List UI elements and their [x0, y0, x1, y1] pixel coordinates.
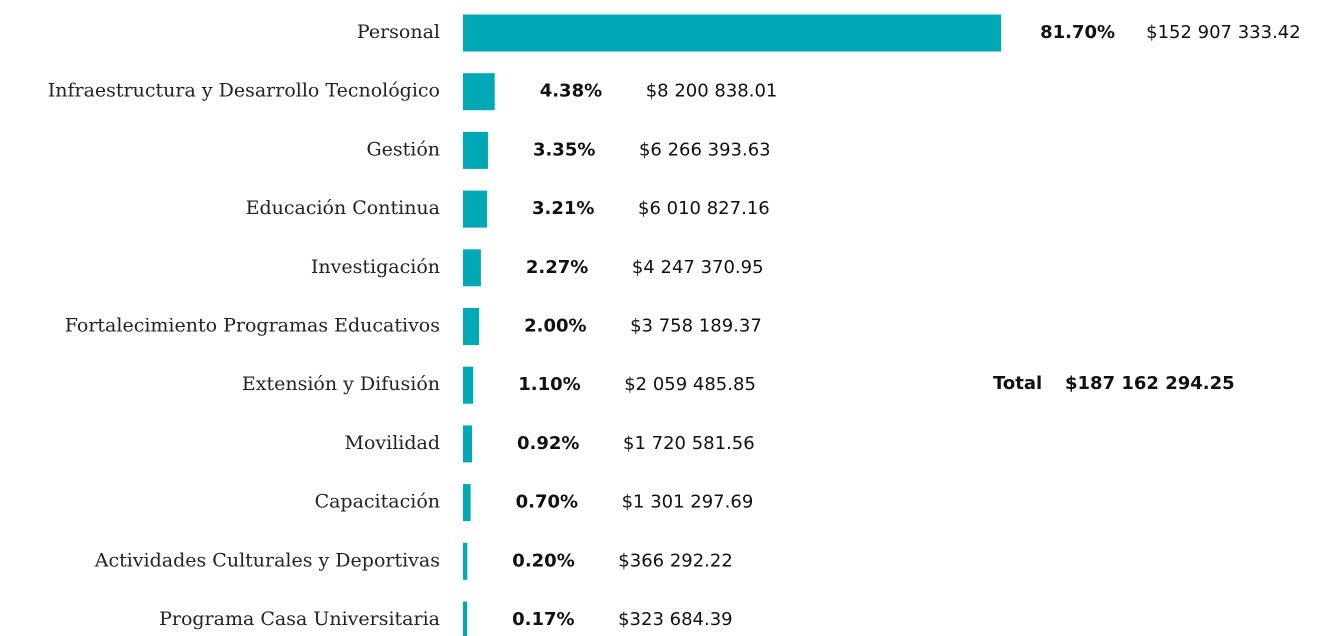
total-label: Total: [993, 373, 1042, 394]
bar: [463, 249, 481, 287]
value-label: 0.20%: [512, 550, 574, 571]
amount-label: $1 301 297.69: [622, 492, 754, 513]
value-label: 2.00%: [524, 316, 586, 337]
bar: [463, 131, 488, 169]
amount-label: $4 247 370.95: [632, 257, 764, 278]
category-label: Capacitación: [315, 491, 440, 513]
category-label: Extensión y Difusión: [242, 373, 440, 395]
value-label: 1.10%: [518, 374, 580, 395]
category-label: Investigación: [311, 256, 440, 278]
value-label: 3.35%: [533, 139, 595, 160]
value-label: 0.17%: [512, 609, 574, 630]
amount-label: $8 200 838.01: [646, 81, 778, 102]
category-label: Movilidad: [344, 432, 440, 454]
bar: [463, 601, 468, 636]
category-label: Fortalecimiento Programas Educativos: [65, 315, 440, 337]
amount-label: $2 059 485.85: [624, 374, 756, 395]
category-label: Personal: [357, 21, 440, 43]
category-label: Educación Continua: [246, 197, 440, 219]
value-label: 3.21%: [532, 198, 594, 219]
bar: [463, 308, 480, 345]
value-label: 0.70%: [516, 492, 578, 513]
bar: [463, 542, 468, 580]
category-label: Infraestructura y Desarrollo Tecnológico: [48, 80, 440, 102]
amount-label: $1 720 581.56: [623, 433, 755, 454]
amount-label: $6 266 393.63: [639, 139, 771, 160]
amount-label: $366 292.22: [618, 550, 733, 571]
bar: [463, 425, 473, 463]
amount-label: $152 907 333.42: [1146, 22, 1301, 43]
value-label: 2.27%: [526, 257, 588, 278]
category-label: Gestión: [366, 138, 440, 160]
value-label: 81.70%: [1040, 22, 1115, 43]
total-value: $187 162 294.25: [1065, 373, 1235, 394]
bar: [463, 484, 471, 522]
amount-label: $323 684.39: [618, 609, 733, 630]
value-label: 4.38%: [540, 81, 602, 102]
bar: [463, 366, 474, 404]
amount-label: $3 758 189.37: [630, 316, 762, 337]
value-label: 0.92%: [517, 433, 579, 454]
category-label: Programa Casa Universitaria: [159, 608, 440, 630]
amount-label: $6 010 827.16: [638, 198, 770, 219]
category-label: Actividades Culturales y Deportivas: [94, 549, 440, 571]
bar: [463, 73, 495, 111]
bar: [463, 14, 1002, 52]
bar: [463, 190, 488, 228]
